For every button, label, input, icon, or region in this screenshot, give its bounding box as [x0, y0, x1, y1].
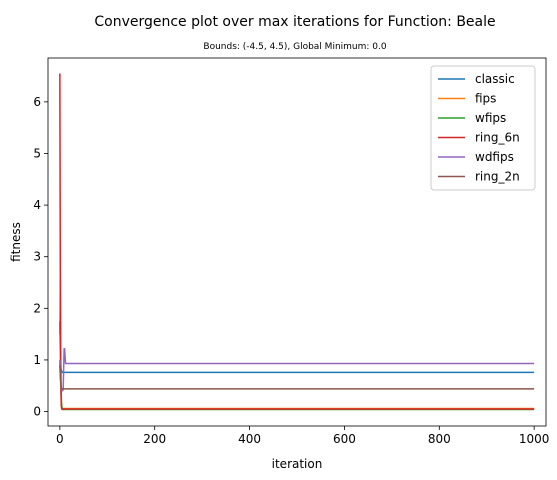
chart-subtitle: Bounds: (-4.5, 4.5), Global Minimum: 0.0 — [203, 42, 386, 52]
x-tick-label: 600 — [333, 432, 356, 446]
series-line-wfips — [59, 321, 535, 411]
x-axis-label: iteration — [272, 457, 323, 471]
chart-title: Convergence plot over max iterations for… — [94, 14, 495, 30]
plot-area — [59, 73, 535, 411]
y-axis: 0 1 2 3 4 5 6 — [33, 95, 48, 419]
legend-label-ring_6n: ring_6n — [475, 131, 520, 145]
y-axis-label: fitness — [9, 222, 23, 262]
series-line-ring_2n — [59, 365, 535, 390]
y-tick-label: 1 — [33, 353, 41, 367]
y-tick-label: 3 — [33, 250, 41, 264]
axes-frame — [47, 57, 547, 427]
x-tick-label: 400 — [238, 432, 261, 446]
x-tick-label: 200 — [143, 432, 166, 446]
x-tick-label: 800 — [428, 432, 451, 446]
y-tick-label: 0 — [33, 405, 41, 419]
series-line-ring_6n — [59, 73, 535, 410]
y-tick-label: 6 — [33, 95, 41, 109]
y-tick-label: 4 — [33, 198, 41, 212]
series-line-wdfips — [59, 347, 535, 392]
y-tick-label: 5 — [33, 146, 41, 160]
legend-label-wdfips: wdfips — [475, 150, 514, 164]
legend-label-ring_2n: ring_2n — [475, 170, 520, 184]
legend-label-classic: classic — [475, 72, 515, 86]
x-axis: 0 200 400 600 800 1000 — [56, 426, 549, 446]
legend-label-fips: fips — [475, 92, 496, 106]
x-tick-label: 1000 — [519, 432, 550, 446]
legend-box — [430, 65, 536, 191]
legend-label-wfips: wfips — [475, 111, 506, 125]
y-tick-label: 2 — [33, 301, 41, 315]
x-tick-label: 0 — [56, 432, 64, 446]
